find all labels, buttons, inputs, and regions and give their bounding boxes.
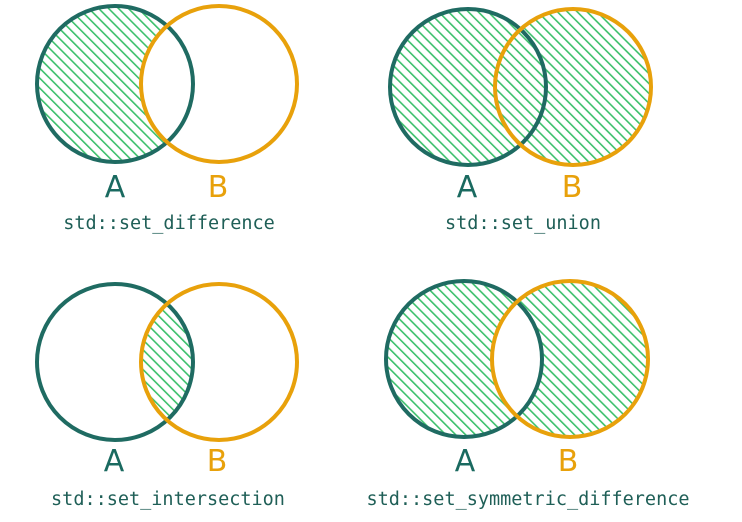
label-a: A	[457, 170, 478, 205]
panel-set-union: A B std::set_union	[388, 7, 653, 234]
venn-set-symmetric-difference	[384, 279, 650, 439]
circle-a	[35, 282, 195, 442]
label-a: A	[105, 170, 126, 205]
panel-set-symmetric-difference: A B std::set_symmetric_difference	[366, 279, 690, 510]
caption-set-symmetric-difference: std::set_symmetric_difference	[366, 489, 689, 510]
caption-set-intersection: std::set_intersection	[51, 489, 285, 510]
label-b: B	[558, 444, 579, 479]
circle-a	[35, 4, 195, 164]
circle-a	[388, 7, 548, 167]
caption-set-union: std::set_union	[445, 213, 601, 234]
circle-b	[139, 4, 299, 164]
venn-set-union	[388, 7, 653, 167]
hatched-region-symmetric-difference	[386, 281, 648, 437]
label-a: A	[104, 444, 125, 479]
label-b: B	[207, 444, 228, 479]
hatched-region-intersection	[141, 284, 193, 440]
circle-b	[493, 7, 653, 167]
venn-set-intersection	[35, 282, 299, 442]
hatched-region-a-only	[37, 6, 193, 162]
circle-b	[139, 282, 299, 442]
label-b: B	[562, 170, 583, 205]
label-a: A	[455, 444, 476, 479]
venn-set-difference	[35, 4, 299, 164]
panel-set-difference: A B std::set_difference	[35, 4, 299, 234]
label-b: B	[208, 170, 229, 205]
circle-a	[384, 279, 544, 439]
circle-b	[490, 279, 650, 439]
panel-set-intersection: A B std::set_intersection	[35, 282, 299, 510]
hatched-region-union	[390, 9, 651, 165]
caption-set-difference: std::set_difference	[63, 213, 275, 234]
